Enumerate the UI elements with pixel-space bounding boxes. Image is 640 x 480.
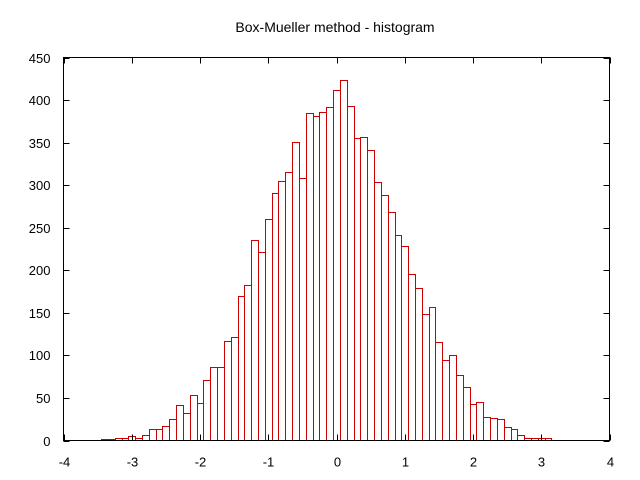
histogram-bar (292, 142, 300, 441)
chart-title: Box-Mueller method - histogram (235, 19, 434, 35)
tick-labels-group: -4 -3 -2 -1 0 1 2 3 4 0 50 100 150 200 250 300 350 400 450 (29, 51, 614, 470)
bars-group (101, 80, 552, 441)
histogram-bar (435, 342, 443, 441)
histogram-bar (456, 375, 464, 441)
histogram-bar (217, 367, 225, 441)
y-tick-label: 400 (29, 93, 51, 108)
histogram-bar (333, 90, 341, 441)
histogram-bar (517, 435, 525, 441)
histogram-bar (476, 402, 484, 441)
histogram-bar (299, 178, 307, 441)
x-tick-label: 3 (538, 455, 545, 470)
histogram-bar (340, 80, 348, 441)
histogram-bar (401, 246, 409, 441)
histogram-bar (149, 429, 157, 441)
x-tick-label: 1 (402, 455, 409, 470)
x-tick-label: -2 (195, 455, 207, 470)
histogram-bar (265, 219, 273, 441)
histogram-bar (511, 429, 518, 441)
histogram-bar (504, 427, 512, 441)
y-tick-label: 100 (29, 348, 51, 363)
x-tick-label: -3 (127, 455, 139, 470)
histogram-bar (176, 405, 184, 441)
histogram-bar (490, 418, 498, 441)
histogram-bar (326, 107, 334, 441)
histogram-bar (285, 172, 293, 441)
histogram-bar (449, 355, 457, 441)
y-tick-label: 200 (29, 263, 51, 278)
x-tick-label: 0 (334, 455, 341, 470)
x-tick-label: -4 (59, 455, 71, 470)
histogram-bar (408, 274, 416, 441)
y-tick-label: 450 (29, 51, 51, 66)
histogram-bar (422, 314, 430, 441)
x-tick-label: -1 (263, 455, 275, 470)
histogram-bar (203, 380, 211, 441)
y-tick-label: 250 (29, 221, 51, 236)
histogram-bar (497, 419, 505, 441)
histogram-bar (381, 195, 389, 441)
histogram-bar (395, 235, 402, 441)
histogram-bar (183, 413, 191, 441)
ticks-group (63, 57, 611, 442)
histogram-bar (360, 137, 368, 441)
plot-frame (63, 57, 610, 441)
histogram-bar (258, 252, 266, 441)
histogram-bar (190, 395, 198, 441)
histogram-bar (169, 419, 177, 441)
histogram-bar (415, 288, 423, 441)
y-tick-label: 300 (29, 178, 51, 193)
histogram-bar (244, 285, 252, 441)
histogram-bar (278, 181, 286, 441)
histogram-bar (224, 341, 232, 441)
histogram-bar (142, 435, 150, 441)
x-tick-label: 2 (470, 455, 477, 470)
histogram-bar (210, 367, 218, 441)
histogram-bar (313, 116, 320, 441)
histogram-bar (388, 212, 396, 441)
histogram-bar (162, 426, 170, 441)
histogram-bar (319, 112, 327, 441)
histogram-bar (251, 240, 259, 441)
histogram-bar (306, 113, 314, 441)
y-tick-label: 50 (36, 391, 50, 406)
histogram-bar (354, 138, 361, 441)
histogram-bar (463, 387, 471, 441)
histogram-bar (367, 150, 375, 441)
histogram-bar (231, 337, 239, 441)
histogram-bar (442, 360, 450, 441)
histogram-bar (483, 417, 491, 441)
y-tick-label: 350 (29, 136, 51, 151)
histogram-bar (429, 307, 436, 441)
y-tick-label: 0 (43, 434, 50, 449)
histogram-bar (347, 106, 355, 441)
histogram-bar (156, 429, 163, 441)
x-tick-label: 4 (607, 455, 614, 470)
histogram-bar (374, 182, 382, 441)
y-tick-label: 150 (29, 306, 51, 321)
histogram-bar (272, 193, 279, 441)
histogram-bar (238, 296, 245, 441)
